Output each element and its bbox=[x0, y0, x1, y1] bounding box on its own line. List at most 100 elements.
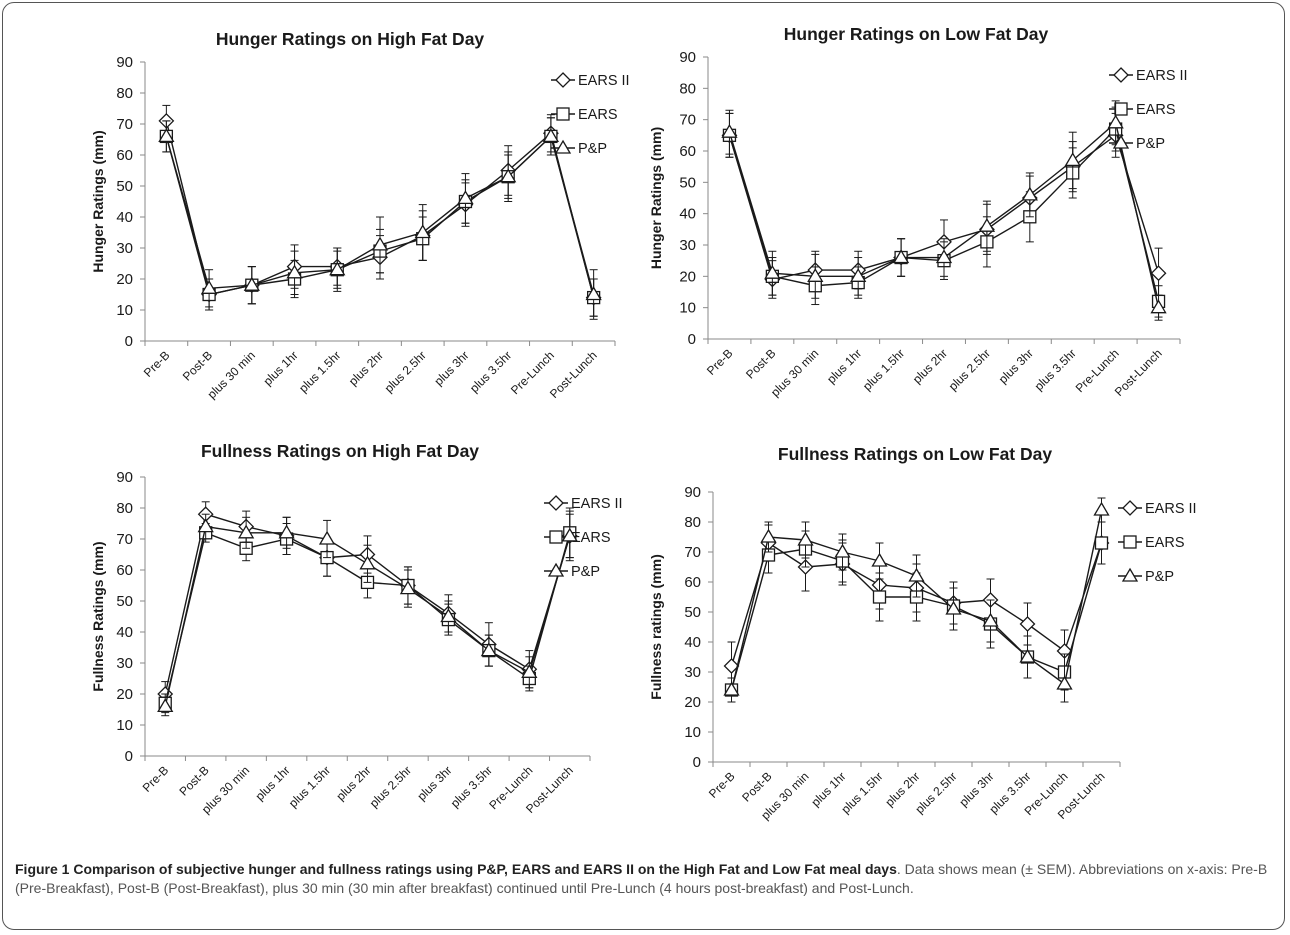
data-point bbox=[521, 664, 538, 678]
data-point bbox=[243, 276, 260, 291]
y-tick-label: 90 bbox=[684, 484, 701, 501]
data-point bbox=[1056, 675, 1073, 690]
legend-marker-triangle bbox=[1112, 134, 1130, 149]
legend-label: EARS II bbox=[1145, 501, 1197, 517]
legend-marker-diamond bbox=[555, 72, 571, 88]
data-point bbox=[760, 528, 777, 543]
x-tick-label: Pre-B bbox=[706, 769, 738, 801]
data-point bbox=[371, 236, 389, 251]
chart-1: Hunger Ratings on High Fat Day Hunger Rat… bbox=[90, 29, 630, 402]
x-tick-label: plus 3hr bbox=[996, 346, 1036, 386]
data-point bbox=[457, 190, 474, 205]
legend-marker-square bbox=[1123, 535, 1137, 549]
data-point bbox=[1094, 536, 1109, 550]
y-tick-label: 30 bbox=[116, 655, 133, 672]
y-tick-label: 50 bbox=[684, 604, 701, 621]
x-tick-label: Post-B bbox=[176, 763, 211, 798]
x-tick-label: Pre-B bbox=[140, 763, 172, 795]
data-point bbox=[238, 524, 255, 539]
x-tick-label: plus 1.5hr bbox=[286, 763, 333, 810]
y-tick-label: 40 bbox=[116, 624, 133, 641]
y-tick-label: 0 bbox=[693, 754, 701, 771]
y-tick-label: 30 bbox=[684, 664, 701, 681]
data-point bbox=[908, 567, 925, 582]
y-tick-label: 80 bbox=[684, 514, 701, 531]
legend-label: EARS bbox=[578, 107, 618, 123]
legend-label: P&P bbox=[578, 141, 607, 157]
data-point bbox=[200, 280, 218, 294]
series-diamond bbox=[158, 104, 602, 317]
data-point bbox=[978, 217, 996, 232]
data-point bbox=[982, 612, 999, 627]
data-point bbox=[935, 249, 953, 264]
legend-marker-diamond bbox=[1122, 500, 1138, 516]
y-tick-label: 30 bbox=[116, 240, 133, 257]
legend-label: EARS bbox=[1136, 102, 1176, 118]
x-tick-label: plus 1hr bbox=[253, 763, 293, 803]
y-tick-label: 20 bbox=[116, 271, 133, 288]
legend-marker-square bbox=[549, 530, 563, 544]
y-tick-label: 90 bbox=[116, 54, 133, 71]
y-tick-label: 60 bbox=[679, 143, 696, 160]
legend-marker-square bbox=[556, 107, 570, 121]
legend-label: P&P bbox=[1136, 136, 1165, 152]
legend-marker-square bbox=[1114, 102, 1128, 116]
data-point bbox=[807, 268, 824, 282]
y-tick-label: 50 bbox=[679, 174, 696, 191]
legend-label: EARS II bbox=[571, 496, 623, 512]
legend-marker-triangle bbox=[1121, 567, 1139, 582]
data-point bbox=[399, 580, 417, 595]
data-point bbox=[1019, 616, 1036, 632]
y-tick-label: 0 bbox=[688, 331, 696, 348]
chart-2: Hunger Ratings on Low Fat Day Hunger Rati… bbox=[648, 24, 1188, 400]
x-tick-label: Pre-B bbox=[141, 348, 173, 380]
x-tick-label: plus 1.5hr bbox=[860, 346, 907, 393]
y-tick-label: 70 bbox=[679, 112, 696, 129]
data-point bbox=[945, 600, 962, 615]
series-triangle bbox=[158, 117, 602, 320]
y-tick-label: 20 bbox=[679, 268, 696, 285]
data-point bbox=[797, 531, 814, 546]
x-tick-label: plus 1hr bbox=[261, 348, 301, 388]
data-point bbox=[500, 168, 517, 183]
x-tick-label: plus 3hr bbox=[431, 348, 471, 388]
chart-title: Fullness Ratings on Low Fat Day bbox=[778, 444, 1052, 464]
x-tick-label: Post-B bbox=[739, 769, 774, 804]
y-tick-label: 10 bbox=[684, 724, 701, 741]
legend-marker-triangle bbox=[554, 139, 572, 154]
caption-body: . Data shows mean (± SEM). Abbreviations… bbox=[15, 861, 1268, 896]
y-tick-label: 10 bbox=[116, 302, 133, 319]
y-tick-label: 40 bbox=[684, 634, 701, 651]
data-point bbox=[1064, 152, 1081, 167]
data-point bbox=[585, 286, 602, 301]
data-point bbox=[1107, 114, 1124, 129]
legend-marker-diamond bbox=[1113, 67, 1129, 83]
data-point bbox=[764, 264, 781, 279]
data-point bbox=[278, 524, 295, 539]
data-point bbox=[542, 128, 560, 143]
x-tick-label: Pre-B bbox=[704, 346, 736, 378]
data-point bbox=[721, 123, 738, 138]
y-tick-label: 10 bbox=[116, 717, 133, 734]
data-point bbox=[1021, 186, 1038, 201]
data-point bbox=[1019, 648, 1036, 663]
legend-label: EARS II bbox=[578, 73, 630, 89]
legend-marker-diamond bbox=[548, 495, 564, 511]
data-point bbox=[723, 658, 740, 674]
series-triangle bbox=[721, 100, 1167, 321]
y-tick-label: 60 bbox=[116, 562, 133, 579]
x-tick-label: plus 3.5hr bbox=[467, 348, 514, 395]
x-tick-label: plus 2hr bbox=[334, 763, 374, 803]
y-tick-label: 80 bbox=[116, 85, 133, 102]
y-tick-label: 80 bbox=[679, 80, 696, 97]
x-tick-label: plus 1hr bbox=[824, 346, 864, 386]
x-tick-label: plus 2.5hr bbox=[382, 348, 429, 395]
data-point bbox=[440, 608, 457, 623]
data-point bbox=[1150, 265, 1167, 282]
data-point bbox=[359, 555, 376, 570]
legend-marker-triangle bbox=[547, 562, 565, 577]
y-tick-label: 40 bbox=[679, 206, 696, 223]
data-point bbox=[480, 642, 497, 657]
series-triangle bbox=[157, 513, 578, 717]
